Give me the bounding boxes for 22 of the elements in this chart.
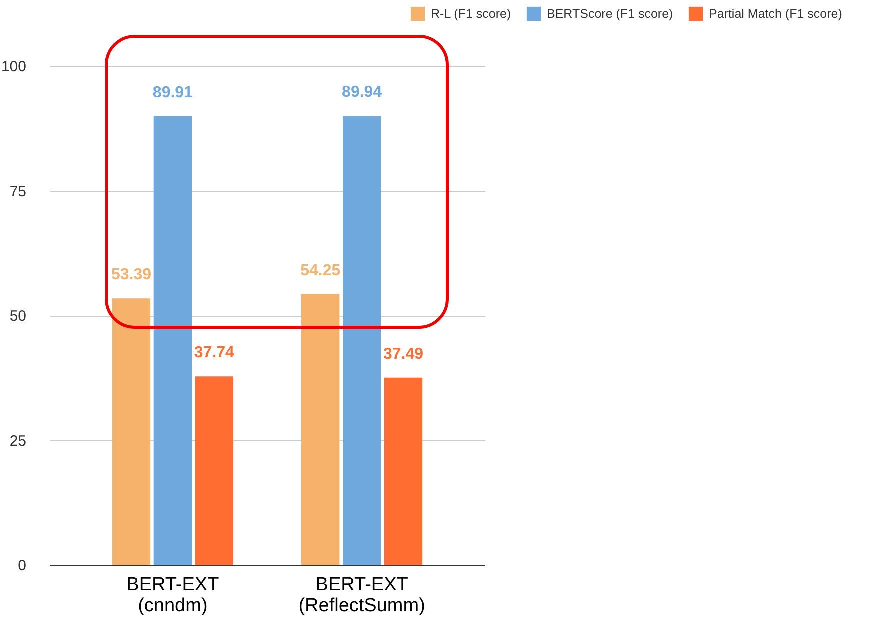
y-tick-label: 75 <box>10 183 26 200</box>
bar <box>154 116 192 565</box>
bar <box>195 376 234 565</box>
data-label: 37.74 <box>194 344 235 362</box>
legend-label: Partial Match (F1 score) <box>709 7 842 21</box>
y-tick-label: 50 <box>10 308 26 325</box>
legend-label: BERTScore (F1 score) <box>547 7 674 21</box>
bar <box>342 116 382 565</box>
x-tick-label: BERT-EXT (cnndm) <box>126 574 220 616</box>
y-tick-label: 0 <box>18 558 26 574</box>
data-label: 89.91 <box>152 84 194 102</box>
data-label: 53.39 <box>111 266 152 284</box>
data-label: 37.49 <box>383 346 424 363</box>
bar <box>112 298 151 565</box>
bar <box>384 378 423 565</box>
legend-label: R-L (F1 score) <box>431 7 512 21</box>
bar <box>302 294 340 565</box>
data-label: 89.94 <box>342 84 382 102</box>
x-tick-label: BERT-EXT (ReflectSumm) <box>298 574 426 616</box>
data-label: 54.25 <box>300 262 341 280</box>
y-tick-label: 25 <box>10 432 26 450</box>
y-tick-label: 100 <box>1 58 26 76</box>
